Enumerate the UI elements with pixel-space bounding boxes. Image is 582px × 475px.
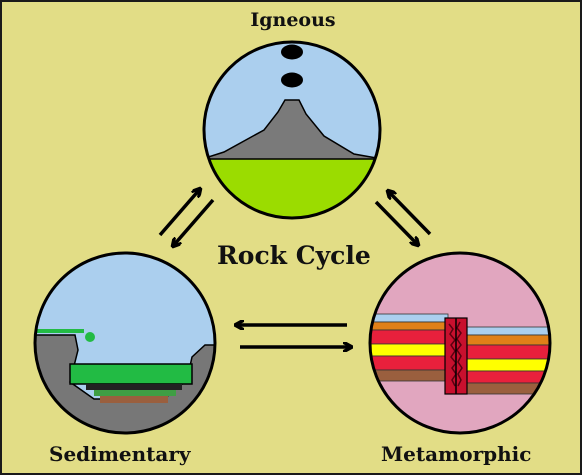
sedimentary-label: Sedimentary <box>49 442 191 466</box>
arrow-meta-to-igneous <box>388 191 432 236</box>
arrows-igneous-metamorphic <box>374 191 432 245</box>
arrow-igneous-to-meta <box>374 200 418 245</box>
arrow-igneous-to-sed <box>173 198 215 246</box>
fault-zone <box>444 317 468 395</box>
arrows-igneous-sedimentary <box>158 189 215 246</box>
igneous-label: Igneous <box>250 9 336 31</box>
shore-grass <box>35 329 84 333</box>
arrow-sed-to-igneous <box>158 189 200 237</box>
igneous-circle <box>202 40 382 220</box>
sedimentary-circle <box>33 251 217 435</box>
volcano-shape <box>204 99 380 163</box>
ash-puff-top <box>281 44 303 60</box>
diagram-title: Rock Cycle <box>217 241 371 270</box>
right-strata-block <box>463 326 550 395</box>
left-strata-block <box>370 313 449 382</box>
arrows-sedimentary-metamorphic <box>236 325 351 347</box>
metamorphic-circle <box>368 251 552 435</box>
vegetation-layer <box>69 363 193 385</box>
bush-dot <box>85 332 95 342</box>
dark-layer <box>86 384 182 390</box>
green-layer <box>94 390 176 396</box>
metamorphic-label: Metamorphic <box>381 442 532 466</box>
ash-puff-bottom <box>281 72 303 88</box>
brown-layer <box>100 396 168 403</box>
